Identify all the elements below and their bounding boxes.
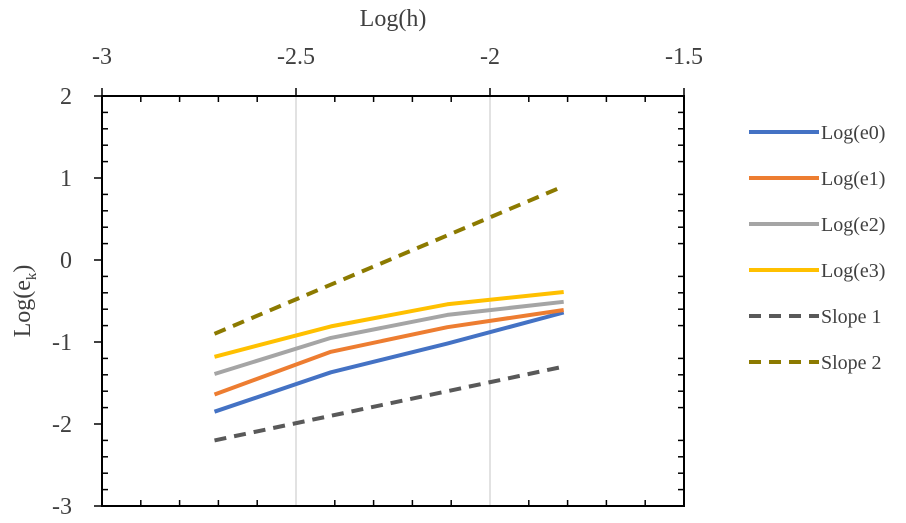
legend-label: Log(e2) xyxy=(821,214,885,236)
y-tick-label: -1 xyxy=(52,330,72,356)
x-tick-label: -3 xyxy=(92,44,112,70)
x-axis-title: Log(h) xyxy=(360,6,427,32)
series-line xyxy=(213,184,565,336)
y-tick-label: -2 xyxy=(52,412,72,438)
series-line xyxy=(213,290,564,359)
y-tick-label: -3 xyxy=(52,494,72,520)
y-axis-title-main: Log(e xyxy=(10,280,36,337)
series-line xyxy=(213,299,564,376)
series-layer xyxy=(213,184,565,443)
legend: Log(e0) Log(e1) Log(e2) Log(e3) Slope 1 Slope… xyxy=(749,122,885,374)
y-axis-title: Log(ek) xyxy=(10,265,40,338)
y-tick-label: 0 xyxy=(60,248,72,274)
y-tick-labels: -3 -2 -1 0 1 2 xyxy=(52,84,72,520)
ticks xyxy=(94,88,685,507)
series-line xyxy=(213,308,564,397)
legend-label: Log(e0) xyxy=(821,122,885,144)
legend-label: Log(e1) xyxy=(821,168,885,190)
legend-label: Slope 2 xyxy=(821,352,882,374)
series-line xyxy=(213,310,565,414)
y-tick-label: 1 xyxy=(60,166,72,192)
plot-frame xyxy=(101,95,685,507)
x-tick-label: -2 xyxy=(480,44,500,70)
y-axis-title-subscript: k xyxy=(24,272,40,280)
x-tick-label: -1.5 xyxy=(665,44,703,70)
y-tick-label: 2 xyxy=(60,84,72,110)
x-tick-label: -2.5 xyxy=(277,44,315,70)
x-tick-labels: -3 -2.5 -2 -1.5 xyxy=(92,44,703,70)
legend-label: Log(e3) xyxy=(821,260,885,282)
legend-label: Slope 1 xyxy=(821,306,882,328)
y-axis-title-close: ) xyxy=(10,265,36,273)
